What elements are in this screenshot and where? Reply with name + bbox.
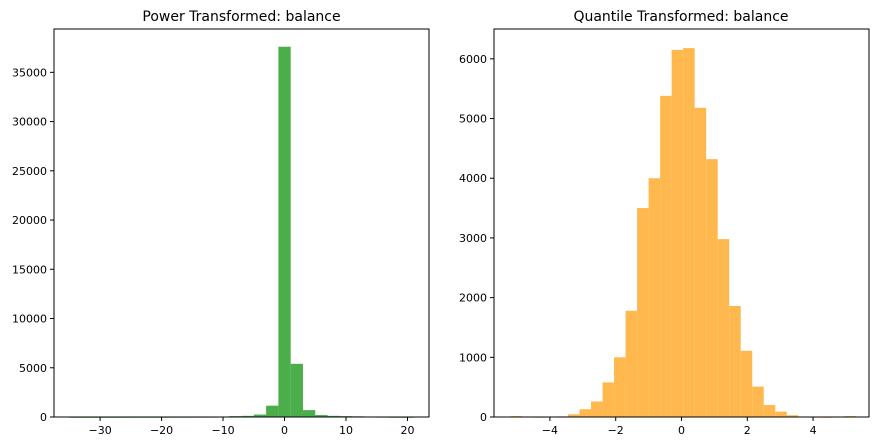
histogram-bar xyxy=(740,350,753,417)
chart-title: Quantile Transformed: balance xyxy=(573,9,788,25)
y-tick-label: 25000 xyxy=(12,165,47,178)
histogram-bar xyxy=(591,401,603,417)
y-tick-label: 0 xyxy=(40,411,47,424)
histogram-bar xyxy=(602,382,615,417)
histogram-bar xyxy=(266,405,279,417)
histogram-bar xyxy=(717,239,730,417)
x-tick-label: 0 xyxy=(281,424,288,437)
y-tick-label: 1000 xyxy=(459,351,487,364)
y-tick-label: 15000 xyxy=(12,263,47,276)
x-tick-label: 4 xyxy=(810,424,817,437)
histogram-bar xyxy=(660,95,672,418)
y-tick-label: 20000 xyxy=(12,214,47,227)
y-tick-label: 30000 xyxy=(12,116,47,129)
plot-frame xyxy=(53,28,430,418)
histogram-bar xyxy=(729,305,741,417)
histogram-bar xyxy=(671,49,684,418)
histogram-bar xyxy=(614,357,626,417)
histogram-bar xyxy=(315,415,328,417)
power-transformed-panel: Power Transformed: balance 0 5000 10000 150… xyxy=(12,9,430,437)
histogram-bars xyxy=(510,48,856,418)
histogram-bar xyxy=(775,411,787,417)
quantile-transformed-panel: Quantile Transformed: balance 0 1000 2000 3… xyxy=(459,9,870,437)
y-tick-label: 5000 xyxy=(19,362,47,375)
chart-title: Power Transformed: balance xyxy=(142,9,340,25)
x-tick-label: −10 xyxy=(211,424,234,437)
histogram-bar xyxy=(648,178,661,417)
histogram-bar xyxy=(706,159,718,418)
y-tick-label: 0 xyxy=(480,411,487,424)
histogram-bar xyxy=(579,409,592,417)
y-tick-label: 3000 xyxy=(459,232,487,245)
x-tick-label: 0 xyxy=(678,424,685,437)
histogram-bar xyxy=(241,415,254,417)
histogram-bar xyxy=(694,107,707,417)
y-tick-label: 2000 xyxy=(459,292,487,305)
x-tick-label: −4 xyxy=(542,424,558,437)
x-tick-label: −30 xyxy=(88,424,111,437)
x-tick-label: 20 xyxy=(400,424,414,437)
y-tick-label: 10000 xyxy=(12,313,47,326)
histogram-bar xyxy=(625,310,638,417)
y-axis-ticks: 0 1000 2000 3000 4000 5000 6000 xyxy=(459,53,494,424)
plot-frame xyxy=(493,28,870,418)
x-tick-label: 10 xyxy=(339,424,353,437)
histogram-bar xyxy=(327,415,340,417)
histogram-bar xyxy=(253,414,267,417)
y-tick-label: 4000 xyxy=(459,172,487,185)
histogram-bars xyxy=(69,46,414,418)
x-tick-label: −20 xyxy=(150,424,173,437)
histogram-bar xyxy=(683,48,695,418)
histogram-bar xyxy=(568,414,580,417)
histogram-bar xyxy=(290,363,303,417)
histogram-bar xyxy=(752,386,764,417)
histogram-bar xyxy=(786,415,799,417)
y-axis-ticks: 0 5000 10000 15000 20000 25000 30000 35000 xyxy=(12,66,54,424)
x-axis-ticks: −4 −2 0 2 4 xyxy=(542,417,817,437)
histogram-bar xyxy=(637,208,649,417)
histogram-bar xyxy=(278,46,291,417)
y-tick-label: 6000 xyxy=(459,53,487,66)
y-tick-label: 35000 xyxy=(12,66,47,79)
x-tick-label: −2 xyxy=(608,424,624,437)
x-tick-label: 2 xyxy=(744,424,751,437)
y-tick-label: 5000 xyxy=(459,113,487,126)
histogram-bar xyxy=(302,410,316,417)
histogram-bar xyxy=(763,405,776,417)
x-axis-ticks: −30 −20 −10 0 10 20 xyxy=(88,417,414,437)
